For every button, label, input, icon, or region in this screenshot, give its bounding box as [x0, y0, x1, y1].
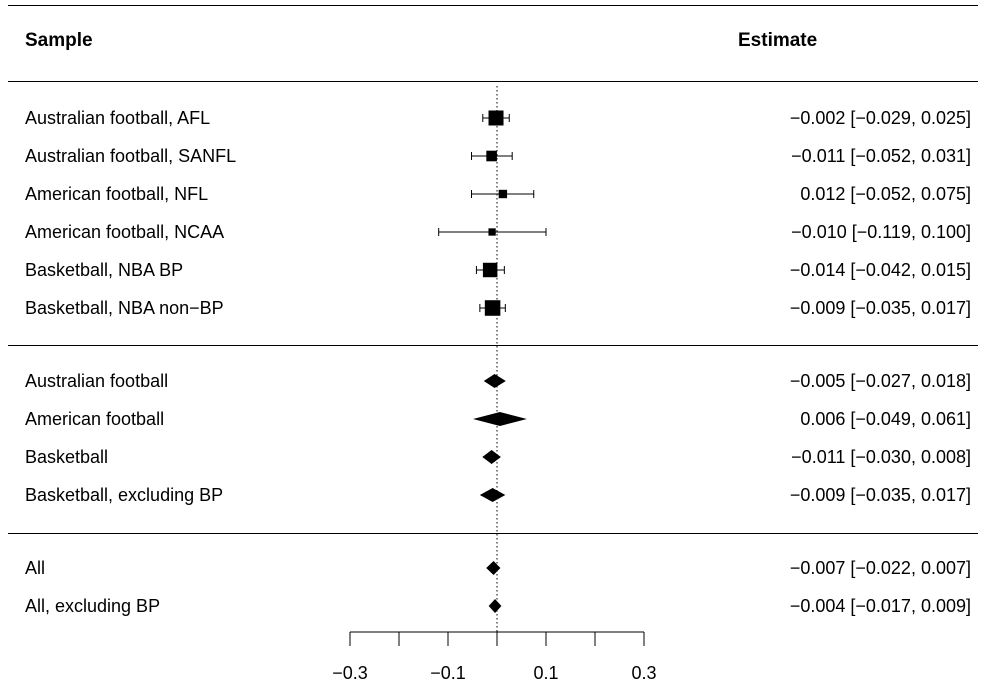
x-axis-tick-label: −0.1	[430, 663, 466, 683]
row-label: American football, NFL	[25, 184, 209, 204]
summary-diamond	[482, 450, 501, 464]
row-label: Basketball	[25, 447, 109, 467]
row-label: Basketball, NBA BP	[25, 260, 184, 280]
summary-diamond	[472, 412, 527, 426]
estimate-square	[488, 228, 496, 236]
row-estimate-text: −0.002 [−0.029, 0.025]	[789, 108, 971, 128]
row-estimate-text: −0.010 [−0.119, 0.100]	[791, 222, 971, 242]
row-label: Basketball, NBA non−BP	[25, 298, 224, 318]
row-label: All	[25, 558, 46, 578]
row-estimate-text: −0.011 [−0.030, 0.008]	[791, 447, 971, 467]
estimate-square	[482, 262, 498, 278]
group-2-rule	[8, 533, 978, 534]
row-label: Australian football, SANFL	[25, 146, 237, 166]
estimate-square	[498, 189, 508, 199]
row-label: American football	[25, 409, 165, 429]
row-label: Australian football, AFL	[25, 108, 211, 128]
row-estimate-text: 0.006 [−0.049, 0.061]	[800, 409, 971, 429]
row-estimate-text: −0.009 [−0.035, 0.017]	[789, 298, 971, 318]
row-estimate-text: −0.004 [−0.017, 0.009]	[789, 596, 971, 616]
estimate-header: Estimate	[738, 30, 818, 51]
x-axis-tick-label: 0.1	[533, 663, 558, 683]
summary-diamond	[486, 561, 501, 575]
estimate-square	[484, 300, 501, 316]
summary-diamond	[483, 374, 506, 388]
header-rule	[8, 81, 978, 82]
row-estimate-text: 0.012 [−0.052, 0.075]	[800, 184, 971, 204]
row-label: American football, NCAA	[25, 222, 225, 242]
x-axis-tick-label: 0.3	[631, 663, 656, 683]
summary-diamond	[488, 599, 502, 613]
row-estimate-text: −0.005 [−0.027, 0.018]	[789, 371, 971, 391]
sample-header: Sample	[25, 30, 93, 51]
estimate-square	[488, 110, 504, 126]
x-axis-tick-label: −0.3	[332, 663, 368, 683]
estimate-square	[486, 150, 497, 162]
top-rule	[8, 5, 978, 6]
row-estimate-text: −0.007 [−0.022, 0.007]	[789, 558, 971, 578]
group-1-rule	[8, 345, 978, 346]
row-estimate-text: −0.011 [−0.052, 0.031]	[791, 146, 971, 166]
row-estimate-text: −0.009 [−0.035, 0.017]	[789, 485, 971, 505]
row-estimate-text: −0.014 [−0.042, 0.015]	[789, 260, 971, 280]
summary-diamond	[479, 488, 506, 502]
row-label: Australian football	[25, 371, 169, 391]
row-label: Basketball, excluding BP	[25, 485, 224, 505]
row-label: All, excluding BP	[25, 596, 161, 616]
